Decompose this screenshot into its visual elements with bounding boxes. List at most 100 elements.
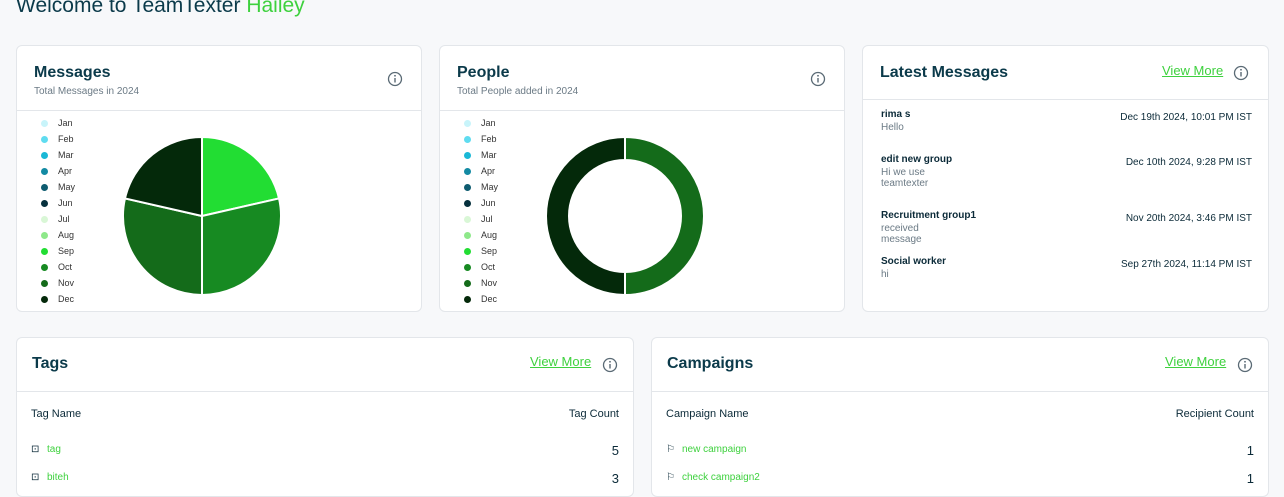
message-date: Dec 19th 2024, 10:01 PM IST xyxy=(1120,112,1252,123)
row-icon: ⚐ xyxy=(666,472,675,483)
column-header: Recipient Count xyxy=(1175,408,1254,420)
legend-dot xyxy=(41,135,48,143)
campaigns-card: Campaigns View More Campaign Name Recipie… xyxy=(651,337,1269,497)
info-icon[interactable] xyxy=(1237,357,1253,373)
legend-label: May xyxy=(481,182,499,192)
row-count: 3 xyxy=(611,471,619,486)
legend-dot xyxy=(464,151,471,159)
column-header: Tag Name xyxy=(31,408,82,420)
divider xyxy=(440,110,844,111)
legend-label: Feb xyxy=(58,134,74,144)
column-header: Campaign Name xyxy=(666,408,749,420)
row-icon: ⊡ xyxy=(31,444,40,455)
legend-item: Sep xyxy=(464,246,497,256)
legend-dot xyxy=(464,295,471,303)
legend-item: Jul xyxy=(41,214,70,224)
legend-dot xyxy=(464,199,471,207)
slice xyxy=(545,135,626,297)
message-date: Nov 20th 2024, 3:46 PM IST xyxy=(1125,213,1252,224)
legend-label: Jan xyxy=(58,118,73,128)
legend-dot xyxy=(464,231,471,239)
info-icon[interactable] xyxy=(810,71,826,87)
divider xyxy=(863,99,1268,100)
divider xyxy=(652,391,1268,392)
column-header: Tag Count xyxy=(568,408,619,420)
info-icon[interactable] xyxy=(387,71,403,87)
legend-dot xyxy=(41,279,48,287)
message-item: rima s Hello xyxy=(881,109,941,133)
slice xyxy=(122,197,203,297)
legend-dot xyxy=(41,183,48,191)
legend-dot xyxy=(41,295,48,303)
legend-dot xyxy=(41,231,48,239)
message-name: Recruitment group1 xyxy=(881,210,977,221)
legend-item: Jan xyxy=(41,118,73,128)
row-name: check campaign2 xyxy=(682,472,760,483)
legend-item: Jun xyxy=(464,198,496,208)
divider xyxy=(17,110,421,111)
legend-label: Feb xyxy=(481,134,497,144)
user-name: Hailey xyxy=(246,0,305,17)
legend-item: Mar xyxy=(41,150,74,160)
info-icon[interactable] xyxy=(1233,65,1249,81)
view-more-link[interactable]: View More xyxy=(1165,354,1227,369)
legend-dot xyxy=(464,263,471,271)
legend-dot xyxy=(464,167,471,175)
people-card: People Total People added in 2024 Jan Feb… xyxy=(439,45,845,312)
card-title: Campaigns xyxy=(667,355,754,372)
row-icon: ⊡ xyxy=(31,472,40,483)
legend-label: Sep xyxy=(481,246,498,256)
legend-dot xyxy=(41,247,48,255)
legend-item: Apr xyxy=(464,166,495,176)
legend-label: Jun xyxy=(58,198,73,208)
legend-label: Dec xyxy=(481,294,498,304)
message-name: edit new group xyxy=(881,154,953,165)
message-text: Hi we use teamtexter xyxy=(881,167,929,189)
row-count: 1 xyxy=(1246,471,1254,486)
row-count: 5 xyxy=(611,443,619,458)
legend-dot xyxy=(464,119,471,127)
welcome-heading: Welcome to TeamTexter Hailey xyxy=(16,0,305,18)
legend-label: Jan xyxy=(481,118,496,128)
message-name: Social worker xyxy=(881,256,947,267)
tags-card: Tags View More Tag Name Tag Count ⊡ tag 5 ⊡ bi… xyxy=(16,337,634,497)
chart xyxy=(122,135,282,297)
message-item: edit new group Hi we use teamtexter xyxy=(881,154,952,189)
latest-messages-card: Latest Messages View More rima s Hello Dec… xyxy=(862,45,1269,312)
legend-item: Mar xyxy=(464,150,497,160)
legend-label: Dec xyxy=(58,294,75,304)
messages-card: Messages Total Messages in 2024 Jan Feb Ma… xyxy=(16,45,422,312)
card-title: Messages xyxy=(34,64,111,81)
legend-item: Oct xyxy=(41,262,72,272)
legend-dot xyxy=(41,215,48,223)
card-title: People xyxy=(457,64,510,81)
row-name: tag xyxy=(47,444,61,455)
legend-item: May xyxy=(41,182,75,192)
legend-item: Jun xyxy=(41,198,73,208)
legend-item: Sep xyxy=(41,246,74,256)
legend-dot xyxy=(464,135,471,143)
row-icon: ⚐ xyxy=(666,444,675,455)
legend-label: Aug xyxy=(58,230,75,240)
legend-label: Jul xyxy=(58,214,70,224)
legend-item: Nov xyxy=(464,278,497,288)
view-more-link[interactable]: View More xyxy=(530,354,592,369)
legend-item: Jul xyxy=(464,214,493,224)
message-text: hi xyxy=(881,269,889,280)
legend-dot xyxy=(464,279,471,287)
legend-label: Sep xyxy=(58,246,75,256)
message-date: Dec 10th 2024, 9:28 PM IST xyxy=(1125,157,1252,168)
message-date: Sep 27th 2024, 11:14 PM IST xyxy=(1120,259,1252,270)
legend-item: Dec xyxy=(464,294,497,304)
view-more-link[interactable]: View More xyxy=(1162,63,1224,78)
slice xyxy=(201,135,281,218)
info-icon[interactable] xyxy=(602,357,618,373)
legend-label: Oct xyxy=(481,262,496,272)
message-text: received message xyxy=(881,223,922,245)
legend-dot xyxy=(464,247,471,255)
legend-label: Mar xyxy=(58,150,74,160)
legend-item: Aug xyxy=(464,230,497,240)
slice xyxy=(123,135,203,218)
legend-label: May xyxy=(58,182,76,192)
legend-label: Nov xyxy=(58,278,75,288)
